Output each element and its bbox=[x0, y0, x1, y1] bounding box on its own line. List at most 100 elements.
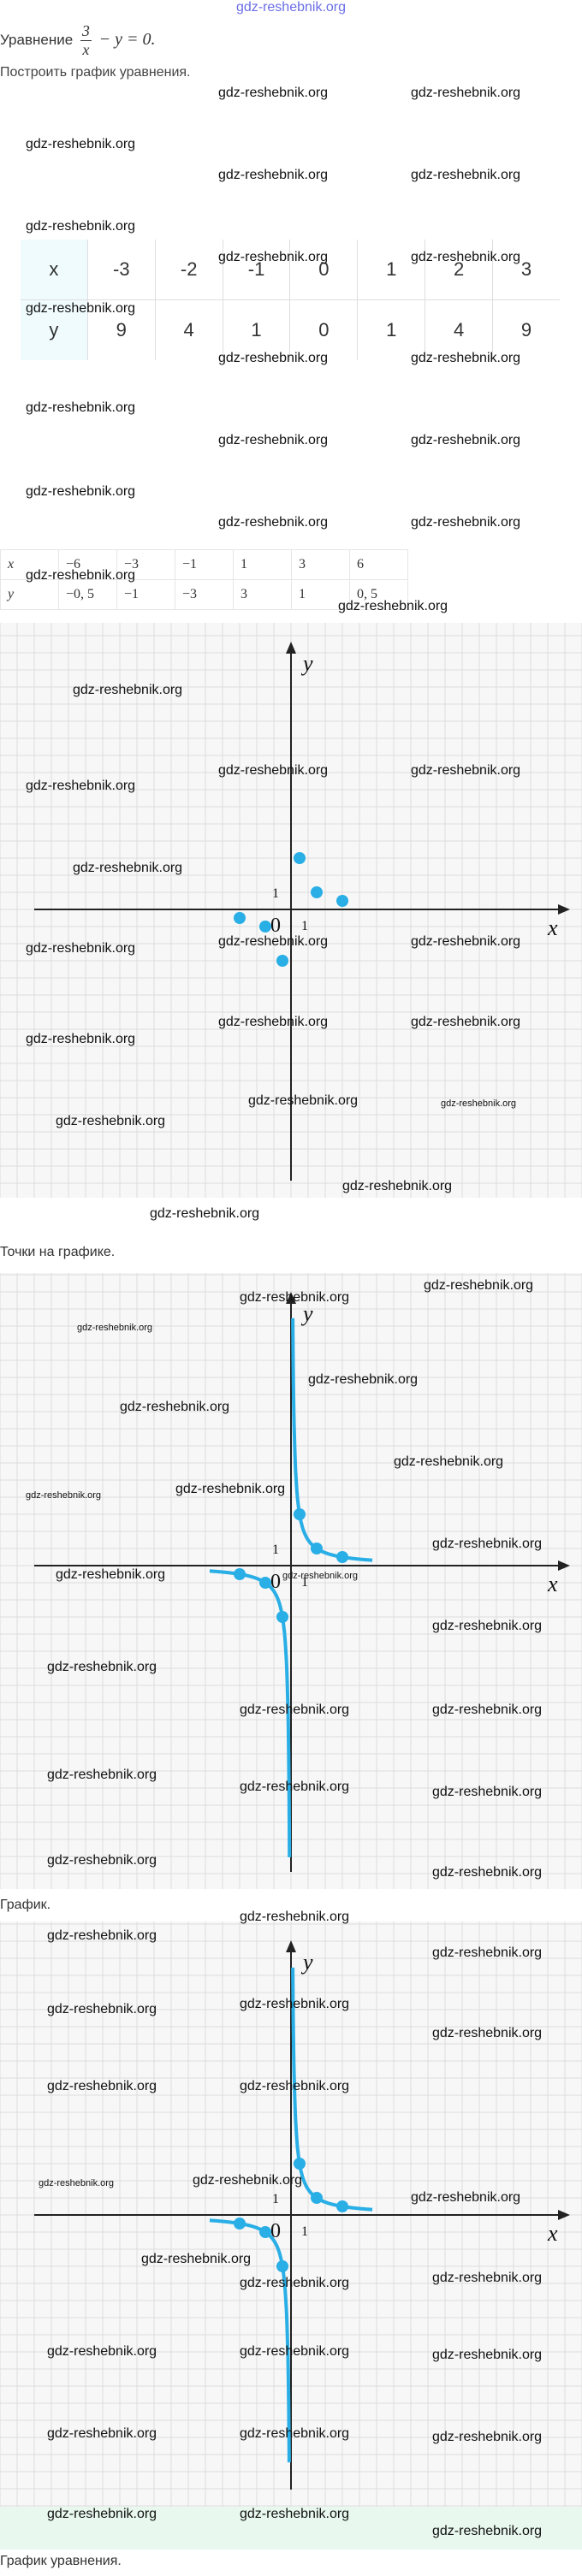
watermark-text: gdz-reshebnik.org bbox=[411, 2190, 521, 2205]
unit-y-label: 1 bbox=[272, 886, 279, 901]
data-point bbox=[336, 1551, 348, 1563]
watermark-text: gdz-reshebnik.org bbox=[240, 2507, 350, 2521]
watermark-text: gdz-reshebnik.org bbox=[47, 1660, 157, 1674]
watermark-text: gdz-reshebnik.org bbox=[432, 1537, 543, 1551]
watermark-text: gdz-reshebnik.org bbox=[218, 250, 329, 264]
table-cell: 1 bbox=[291, 579, 350, 610]
watermark-text: gdz-reshebnik.org bbox=[77, 1323, 153, 1333]
values-table-2: x −6 −3 −1 1 3 6 y −0, 5 −1 −3 3 1 0, 5 bbox=[0, 549, 408, 610]
table-cell: y bbox=[21, 299, 88, 360]
site-title[interactable]: gdz-reshebnik.org bbox=[235, 0, 347, 15]
data-point bbox=[311, 1543, 323, 1554]
task-text: Построить график уравнения. bbox=[0, 65, 191, 80]
unit-x-label: 1 bbox=[301, 2224, 308, 2239]
table-cell: −1 bbox=[175, 549, 234, 580]
watermark-text: gdz-reshebnik.org bbox=[432, 2348, 543, 2362]
y-axis-arrow bbox=[286, 1940, 296, 1952]
watermark-text: gdz-reshebnik.org bbox=[240, 2276, 350, 2290]
table-cell: 1 bbox=[233, 549, 292, 580]
table-cell: 0 bbox=[289, 240, 358, 300]
watermark-text: gdz-reshebnik.org bbox=[248, 1093, 359, 1108]
watermark-text: gdz-reshebnik.org bbox=[282, 1571, 359, 1581]
origin-label: 0 bbox=[270, 915, 281, 937]
y-axis-label: y bbox=[300, 651, 313, 676]
watermark-text: gdz-reshebnik.org bbox=[218, 1015, 329, 1029]
unit-x-label: 1 bbox=[301, 919, 308, 933]
table-cell: 0, 5 bbox=[349, 579, 408, 610]
table-cell: -1 bbox=[222, 240, 290, 300]
watermark-text: gdz-reshebnik.org bbox=[432, 1703, 543, 1717]
watermark-text: gdz-reshebnik.org bbox=[47, 1768, 157, 1782]
table-cell: 1 bbox=[357, 299, 425, 360]
table-row: y −0, 5 −1 −3 3 1 0, 5 bbox=[0, 579, 408, 610]
watermark-text: gdz-reshebnik.org bbox=[411, 1015, 521, 1029]
watermark-text: gdz-reshebnik.org bbox=[240, 1997, 350, 2011]
curve-graph: xy0 11 bbox=[0, 1273, 582, 1889]
curve-branch-negative bbox=[209, 1569, 292, 1857]
watermark-text: gdz-reshebnik.org bbox=[240, 1910, 350, 1924]
data-point bbox=[336, 2200, 348, 2212]
watermark-text: gdz-reshebnik.org bbox=[218, 763, 329, 778]
watermark-text: gdz-reshebnik.org bbox=[424, 1278, 534, 1293]
watermark-text: gdz-reshebnik.org bbox=[432, 1785, 543, 1799]
watermark-text: gdz-reshebnik.org bbox=[432, 1945, 543, 1960]
watermark-text: gdz-reshebnik.org bbox=[26, 1032, 136, 1046]
watermark-text: gdz-reshebnik.org bbox=[26, 779, 136, 793]
table-row: y 9 4 1 0 1 4 9 bbox=[21, 299, 560, 360]
watermark-text: gdz-reshebnik.org bbox=[26, 137, 136, 151]
watermark-text: gdz-reshebnik.org bbox=[47, 2507, 157, 2521]
data-point bbox=[276, 1611, 288, 1623]
watermark-text: gdz-reshebnik.org bbox=[411, 763, 521, 778]
unit-y-label: 1 bbox=[272, 2192, 279, 2206]
table-cell: 3 bbox=[291, 549, 350, 580]
watermark-text: gdz-reshebnik.org bbox=[218, 934, 329, 949]
watermark-text: gdz-reshebnik.org bbox=[26, 568, 136, 583]
watermark-text: gdz-reshebnik.org bbox=[26, 219, 136, 234]
watermark-text: gdz-reshebnik.org bbox=[47, 2344, 157, 2359]
watermark-text: gdz-reshebnik.org bbox=[47, 2426, 157, 2441]
watermark-text: gdz-reshebnik.org bbox=[47, 2002, 157, 2016]
watermark-text: gdz-reshebnik.org bbox=[175, 1482, 286, 1496]
watermark-text: gdz-reshebnik.org bbox=[432, 1865, 543, 1880]
watermark-text: gdz-reshebnik.org bbox=[411, 86, 521, 100]
data-point bbox=[259, 2226, 271, 2238]
watermark-text: gdz-reshebnik.org bbox=[432, 2026, 543, 2040]
watermark-text: gdz-reshebnik.org bbox=[150, 1206, 260, 1221]
watermark-text: gdz-reshebnik.org bbox=[432, 1619, 543, 1633]
watermark-text: gdz-reshebnik.org bbox=[411, 515, 521, 530]
equation-heading: Уравнение 3 x − y = 0. bbox=[0, 22, 156, 59]
table-cell: 9 bbox=[492, 299, 560, 360]
watermark-text: gdz-reshebnik.org bbox=[218, 433, 329, 447]
watermark-text: gdz-reshebnik.org bbox=[411, 250, 521, 264]
watermark-text: gdz-reshebnik.org bbox=[240, 2344, 350, 2359]
watermark-text: gdz-reshebnik.org bbox=[39, 2178, 115, 2188]
caption-points: Точки на графике. bbox=[0, 1245, 116, 1259]
watermark-text: gdz-reshebnik.org bbox=[73, 683, 183, 697]
table-cell: 4 bbox=[425, 299, 493, 360]
table-cell: -2 bbox=[154, 240, 223, 300]
watermark-text: gdz-reshebnik.org bbox=[120, 1400, 230, 1414]
y-axis-label: y bbox=[300, 1301, 313, 1326]
data-point bbox=[311, 2192, 323, 2204]
table-cell: 9 bbox=[86, 299, 156, 360]
table-row: x −6 −3 −1 1 3 6 bbox=[0, 549, 408, 580]
data-point bbox=[234, 2218, 246, 2230]
table-cell: −1 bbox=[116, 579, 175, 610]
curve-branch-positive bbox=[291, 1967, 373, 2212]
table-cell: 4 bbox=[154, 299, 223, 360]
x-axis-arrow bbox=[558, 904, 570, 915]
equation-fraction: 3 x bbox=[80, 22, 92, 59]
watermark-text: gdz-reshebnik.org bbox=[441, 1099, 517, 1109]
graph-panel-points: x y 0 1 1 bbox=[0, 623, 582, 1198]
watermark-text: gdz-reshebnik.org bbox=[411, 168, 521, 182]
final-graph: xy0 11 bbox=[0, 1922, 582, 2507]
table-cell: −3 bbox=[116, 549, 175, 580]
watermark-text: gdz-reshebnik.org bbox=[141, 2252, 252, 2266]
watermark-text: gdz-reshebnik.org bbox=[218, 515, 329, 530]
table-cell: −0, 5 bbox=[58, 579, 117, 610]
watermark-text: gdz-reshebnik.org bbox=[432, 2430, 543, 2444]
caption-graph: График. bbox=[0, 1898, 51, 1912]
data-point bbox=[259, 1577, 271, 1589]
